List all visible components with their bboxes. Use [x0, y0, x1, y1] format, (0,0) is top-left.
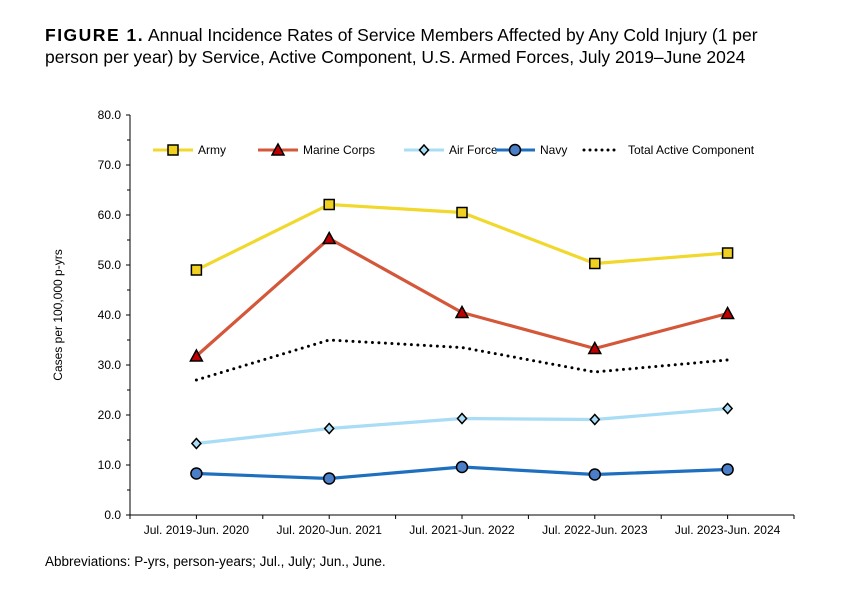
data-point [190, 437, 202, 450]
data-point [322, 472, 336, 485]
data-point [721, 463, 734, 476]
figure-label: FIGURE 1. [45, 25, 145, 45]
data-point [587, 340, 603, 355]
x-tick-label: Jul. 2020-Jun. 2021 [276, 523, 382, 537]
data-point [455, 460, 469, 474]
legend-marker [508, 143, 522, 157]
legend-marker [270, 142, 286, 156]
x-tick-label: Jul. 2023-Jun. 2024 [675, 523, 781, 537]
legend-label: Total Active Component [628, 143, 755, 157]
data-point [321, 230, 337, 245]
y-tick-label: 0.0 [104, 508, 121, 522]
data-point [589, 257, 601, 270]
legend-label: Army [198, 143, 226, 157]
y-tick-label: 10.0 [98, 458, 122, 472]
y-axis-label: Cases per 100,000 p-yrs [51, 249, 65, 380]
y-tick-label: 20.0 [98, 408, 122, 422]
series-line [194, 338, 730, 382]
y-tick-label: 80.0 [98, 108, 122, 122]
data-point [190, 467, 203, 480]
x-tick-label: Jul. 2022-Jun. 2023 [542, 523, 648, 537]
data-point [721, 247, 734, 259]
data-point [588, 468, 602, 481]
data-point [722, 402, 734, 415]
series-army [190, 198, 734, 276]
data-point [189, 348, 204, 362]
data-point [720, 305, 735, 320]
y-tick-label: 30.0 [98, 358, 122, 372]
data-point [323, 198, 335, 211]
series-marine-corps [189, 230, 735, 362]
data-point [456, 206, 468, 219]
data-point [589, 413, 601, 426]
data-point [454, 304, 470, 319]
y-tick-label: 60.0 [98, 208, 122, 222]
legend-label: Navy [540, 143, 567, 157]
footnote: Abbreviations: P-yrs, person-years; Jul.… [45, 554, 386, 569]
figure-title-text: Annual Incidence Rates of Service Member… [45, 25, 758, 67]
series-navy [190, 460, 734, 485]
y-tick-label: 50.0 [98, 258, 122, 272]
series-total-active-component [194, 338, 730, 382]
legend-label: Marine Corps [303, 143, 375, 157]
series-air-force [190, 402, 734, 450]
figure-title: FIGURE 1. Annual Incidence Rates of Serv… [45, 24, 815, 68]
y-tick-label: 40.0 [98, 308, 122, 322]
data-point [323, 422, 335, 435]
x-tick-label: Jul. 2021-Jun. 2022 [409, 523, 515, 537]
series-line [195, 236, 729, 358]
x-tick-label: Jul. 2019-Jun. 2020 [144, 523, 250, 537]
data-point [190, 264, 203, 276]
y-tick-label: 70.0 [98, 158, 122, 172]
legend: Army Marine Corps Air Force Navy Total Activ… [153, 142, 755, 157]
data-point [456, 412, 468, 425]
legend-label: Air Force [449, 143, 498, 157]
legend-marker [418, 143, 430, 157]
legend-marker [167, 144, 179, 156]
